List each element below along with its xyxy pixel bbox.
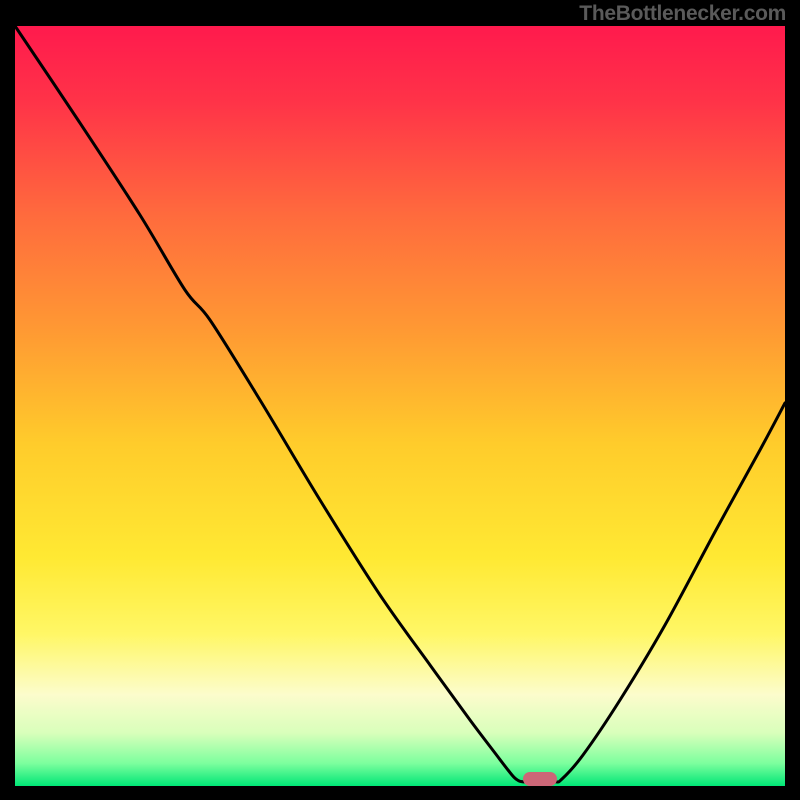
bottleneck-chart: TheBottlenecker.com <box>0 0 800 800</box>
optimal-marker <box>523 772 557 786</box>
chart-svg <box>0 0 800 800</box>
attribution-label: TheBottlenecker.com <box>579 2 786 26</box>
plot-background <box>15 26 785 786</box>
